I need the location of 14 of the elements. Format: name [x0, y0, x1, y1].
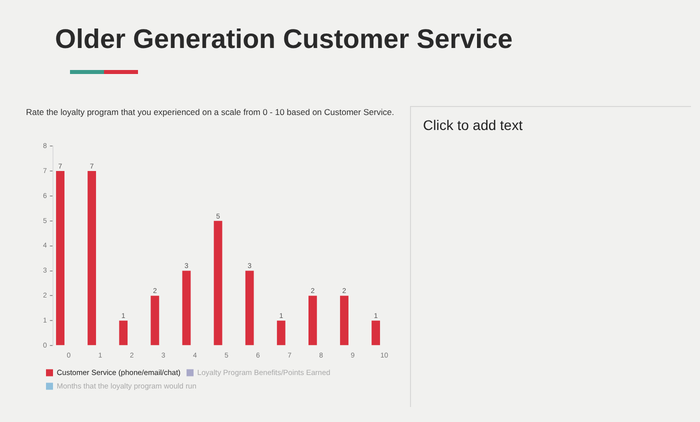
- bar: [182, 270, 191, 346]
- bar: [245, 270, 254, 346]
- bar: [119, 320, 128, 346]
- text: Click to add text: [423, 117, 523, 133]
- chart-subtitle: Rate the loyalty program that you experienced on a scale from 0 - 10 based on Customer Service.: [26, 107, 396, 118]
- bar: [88, 170, 96, 346]
- bar: [214, 220, 222, 346]
- bar: [308, 296, 317, 346]
- bar: [372, 320, 380, 346]
- chart-title: Older Generation Customer Service: [55, 24, 513, 55]
- bar: [276, 320, 286, 346]
- bar: [150, 296, 160, 346]
- bar: [340, 296, 348, 346]
- bar: [56, 170, 64, 346]
